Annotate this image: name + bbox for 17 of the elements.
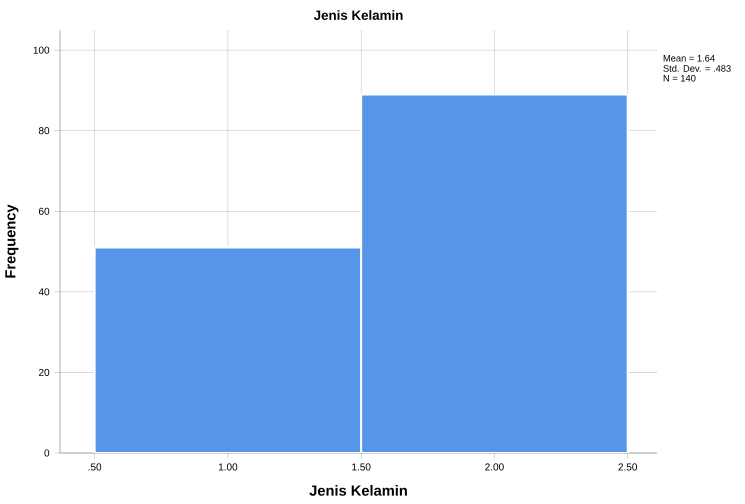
x-axis-title: Jenis Kelamin — [309, 484, 407, 496]
text: Mean = 1.64 — [664, 54, 715, 62]
y-tick-label: 20 — [38, 368, 50, 376]
y-tick-label: 0 — [44, 449, 50, 457]
y-tick-label: 80 — [38, 127, 50, 134]
y-tick-label: 40 — [38, 288, 50, 296]
text: Std. Dev. = .483 — [663, 64, 731, 72]
x-tick-label: .50 — [88, 463, 102, 470]
text: N = 140 — [664, 74, 696, 82]
x-tick-label: 2.00 — [485, 463, 504, 470]
x-tick-label: 1.50 — [352, 463, 371, 470]
x-tick-label: 2.50 — [618, 463, 638, 470]
chart-title: Jenis Kelamin — [314, 10, 402, 20]
y-axis-title: Frequency — [5, 204, 18, 278]
x-tick-label: 1.00 — [218, 463, 238, 470]
y-tick-label: 100 — [34, 46, 50, 54]
y-tick-label: 60 — [38, 208, 50, 215]
